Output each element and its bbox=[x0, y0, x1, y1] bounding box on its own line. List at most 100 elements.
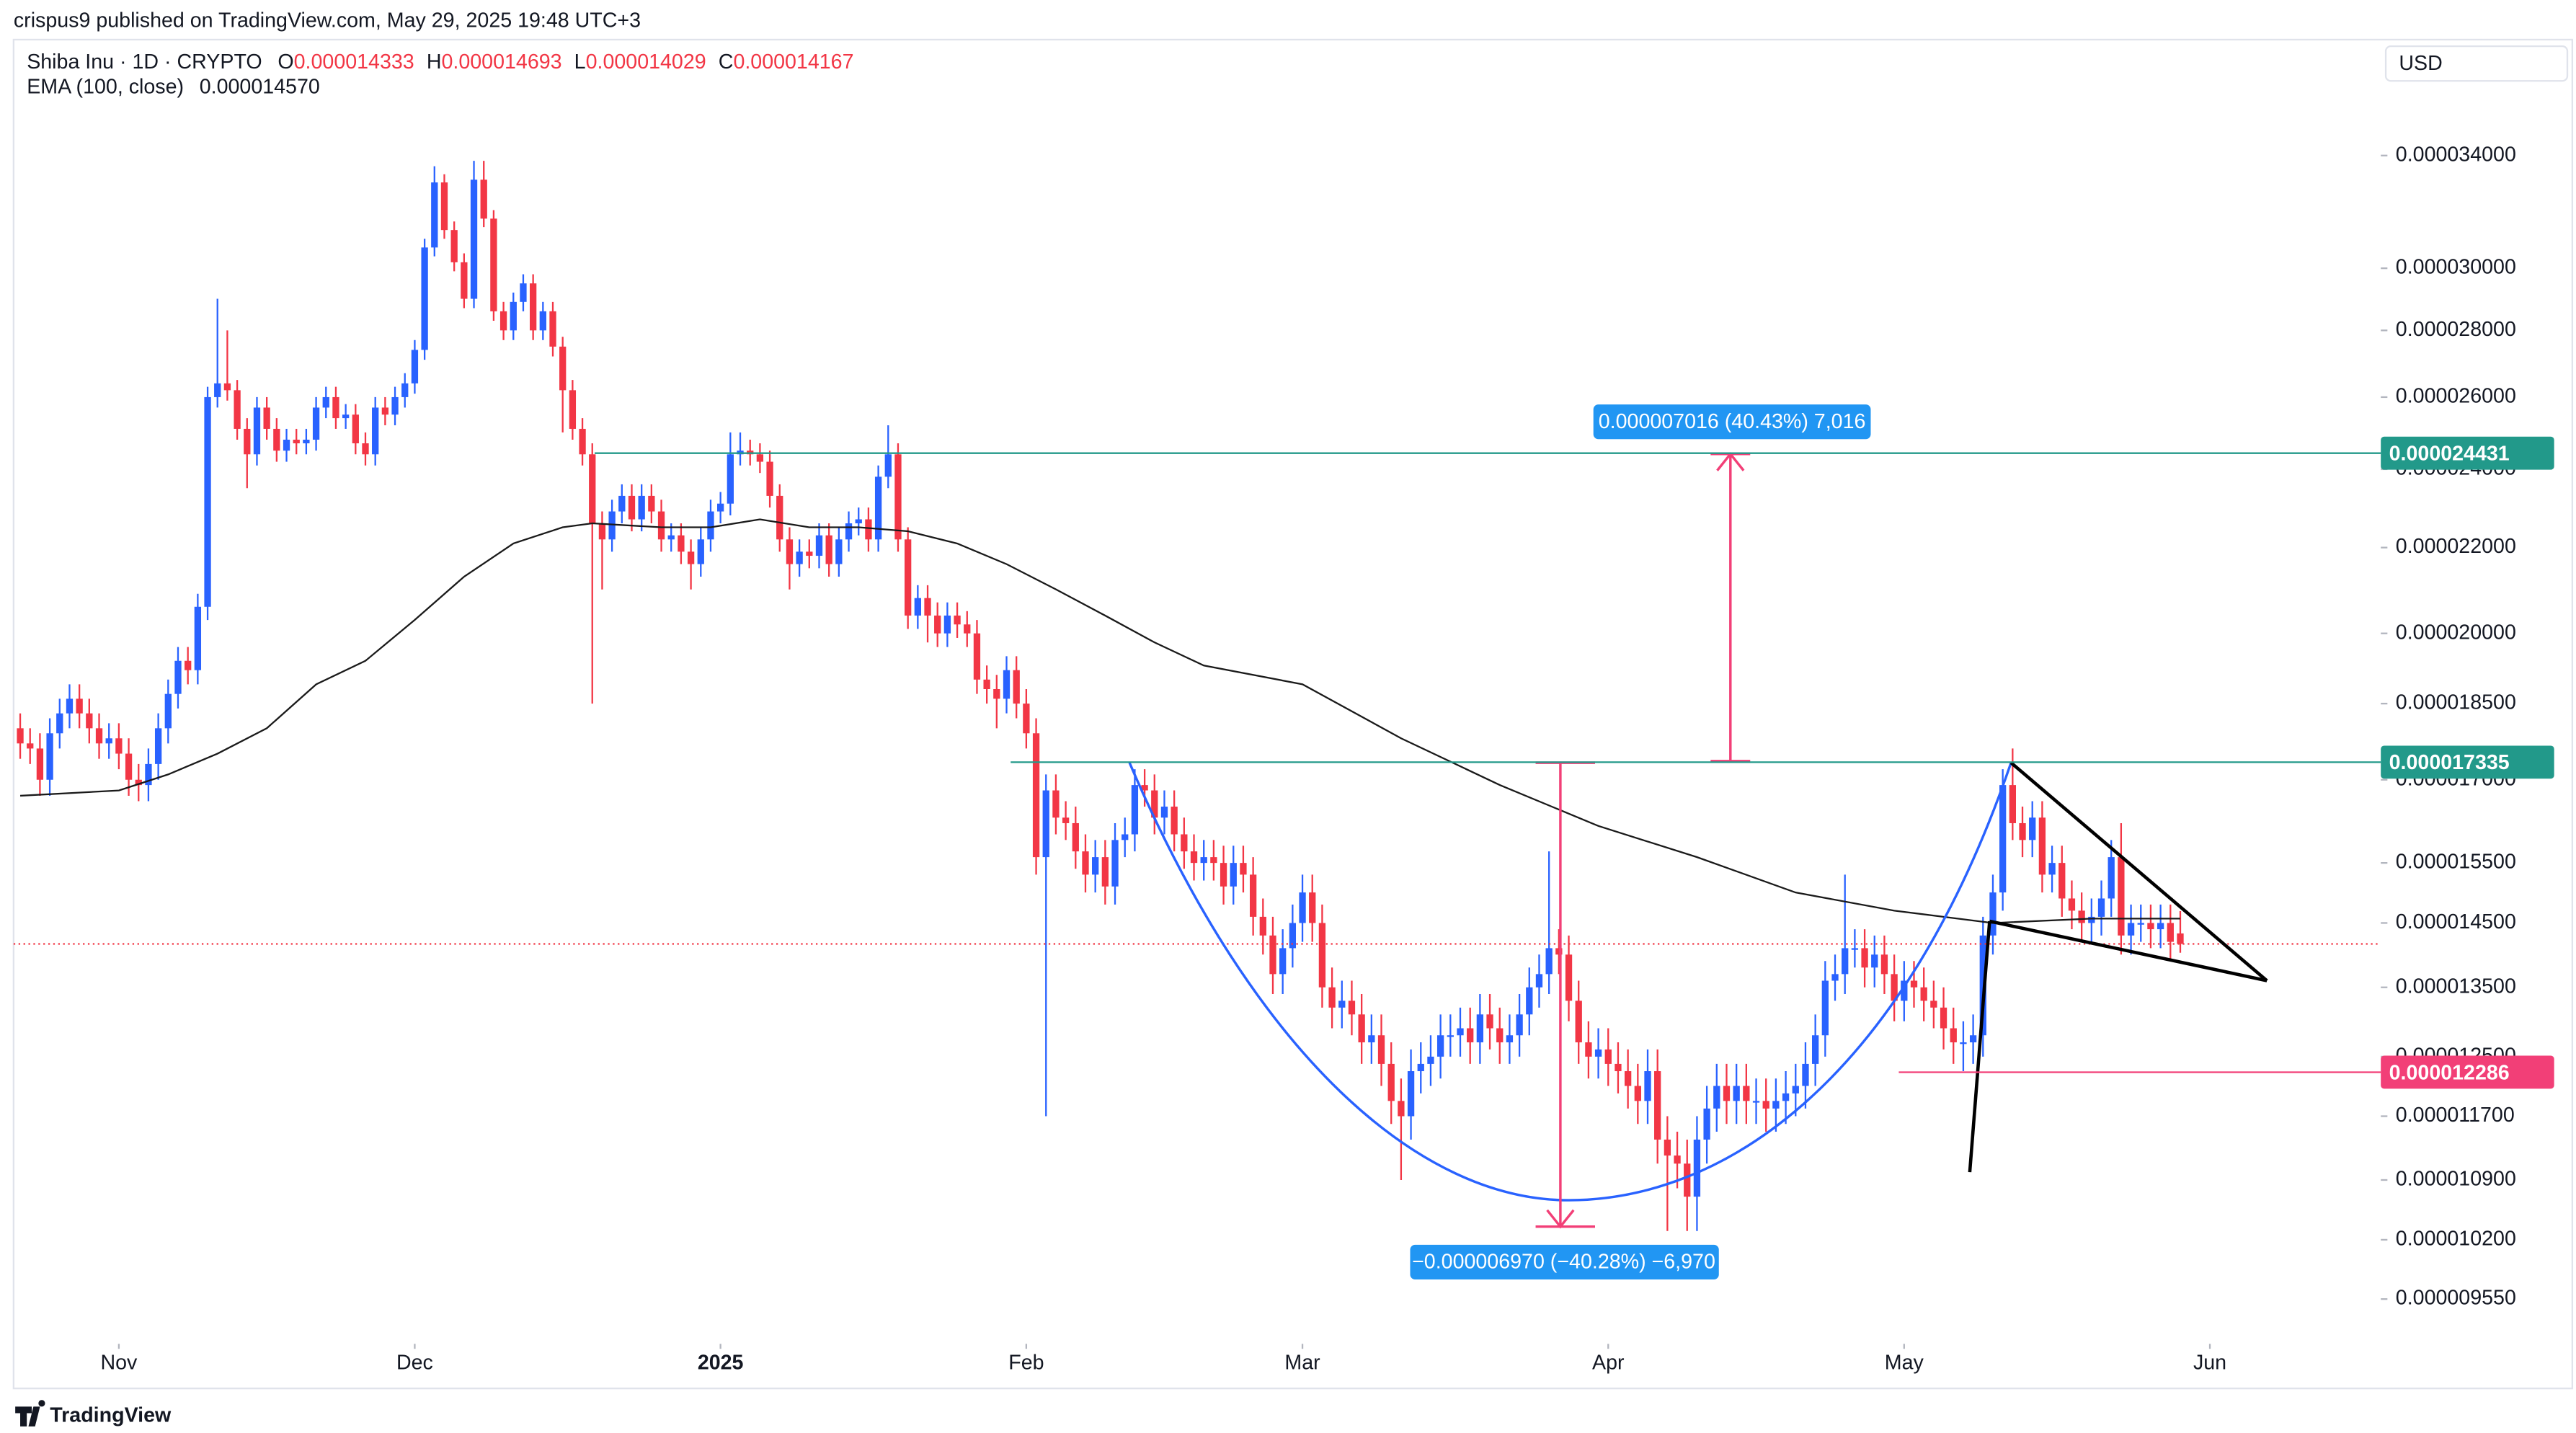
candle-body bbox=[1891, 974, 1898, 1001]
candle-body bbox=[46, 733, 53, 780]
candle-body bbox=[1920, 987, 1927, 1001]
measure-arrow bbox=[1716, 452, 1745, 471]
candle-body bbox=[589, 454, 596, 524]
candle-body bbox=[135, 779, 142, 786]
candle-body bbox=[657, 511, 665, 540]
candle-body bbox=[411, 350, 419, 383]
candle-body bbox=[1535, 974, 1543, 988]
currency-label[interactable]: USD bbox=[2399, 52, 2442, 75]
x-tick-label: Nov bbox=[100, 1351, 138, 1374]
candle-body bbox=[1457, 1028, 1464, 1036]
candle-body bbox=[1910, 980, 1918, 988]
candle-body bbox=[362, 443, 369, 455]
candle-body bbox=[2147, 923, 2154, 930]
candle-body bbox=[2009, 785, 2016, 823]
candle-body bbox=[352, 414, 359, 444]
candle-body bbox=[1407, 1071, 1415, 1117]
candle-body bbox=[66, 698, 74, 714]
candle-body bbox=[1723, 1086, 1731, 1101]
candle-body bbox=[1969, 1035, 1977, 1043]
candle-body bbox=[185, 660, 192, 670]
level-label-box bbox=[2381, 436, 2554, 470]
candle-body bbox=[1585, 1042, 1592, 1057]
ohlc-key: O bbox=[277, 50, 293, 74]
candle-body bbox=[1555, 948, 1563, 955]
candle-body bbox=[234, 390, 241, 429]
ohlc-key: H bbox=[427, 50, 442, 74]
candle-body bbox=[874, 476, 882, 540]
candle-body bbox=[2097, 898, 2105, 917]
candle-body bbox=[1377, 1035, 1385, 1064]
x-tick-label: May bbox=[1885, 1351, 1924, 1374]
measure-label: 0.000007016 (40.43%) 7,016 bbox=[1599, 410, 1866, 433]
panel-border bbox=[12, 38, 2574, 1390]
candle-body bbox=[1101, 857, 1109, 887]
level-label: 0.000017335 bbox=[2389, 751, 2510, 774]
candle-body bbox=[1880, 954, 1888, 975]
candle-body bbox=[1713, 1086, 1720, 1109]
candle-body bbox=[687, 551, 695, 564]
candle-body bbox=[697, 539, 704, 564]
candle-body bbox=[1309, 892, 1316, 923]
candle-body bbox=[786, 539, 794, 564]
candle-body bbox=[2048, 863, 2056, 875]
candle-body bbox=[174, 660, 182, 694]
candle-body bbox=[1684, 1163, 1691, 1197]
candle-body bbox=[865, 519, 872, 540]
candle-body bbox=[293, 439, 300, 444]
candle-body bbox=[1486, 1014, 1493, 1029]
candle-body bbox=[1743, 1086, 1750, 1101]
candle-body bbox=[322, 396, 329, 408]
ohlc-value: 0.000014167 bbox=[733, 50, 853, 74]
candle-body bbox=[549, 311, 556, 347]
ema-line bbox=[19, 518, 2180, 924]
candle-body bbox=[1831, 974, 1839, 981]
candle-body bbox=[1259, 916, 1266, 936]
y-tick-label: 0.000022000 bbox=[2396, 535, 2516, 558]
candle-body bbox=[1664, 1139, 1671, 1156]
candle-body bbox=[678, 535, 685, 552]
x-tick-label: Feb bbox=[1008, 1351, 1044, 1374]
candle-body bbox=[1634, 1086, 1641, 1101]
brand-name: TradingView bbox=[50, 1404, 172, 1427]
candle-body bbox=[2137, 923, 2144, 925]
candle-body bbox=[1151, 790, 1158, 818]
candle-body bbox=[1516, 1014, 1523, 1036]
y-tick-label: 0.000015500 bbox=[2396, 851, 2516, 874]
candle-body bbox=[1289, 923, 1297, 949]
candle-body bbox=[1565, 954, 1573, 1001]
candle-body bbox=[776, 495, 783, 540]
candle-body bbox=[1171, 807, 1178, 835]
candle-body bbox=[391, 396, 399, 415]
candle-body bbox=[1447, 1035, 1454, 1037]
currency-box[interactable] bbox=[2384, 45, 2569, 82]
candle-body bbox=[2177, 933, 2184, 944]
y-tick-label: 0.000014500 bbox=[2396, 910, 2516, 933]
candle-body bbox=[1733, 1086, 1740, 1101]
candle-body bbox=[993, 689, 1000, 699]
candle-body bbox=[539, 311, 546, 331]
y-tick-label: 0.000026000 bbox=[2396, 384, 2516, 407]
candle-body bbox=[145, 763, 152, 786]
candle-body bbox=[835, 539, 843, 564]
candle-body bbox=[194, 606, 202, 670]
candle-body bbox=[1506, 1035, 1514, 1043]
indicator-line: EMA (100, close) 0.000014570 bbox=[27, 75, 320, 98]
candle-body bbox=[2127, 923, 2135, 936]
candle-body bbox=[1052, 790, 1060, 818]
candle-body bbox=[332, 396, 339, 419]
candle-body bbox=[470, 179, 478, 299]
measure-arrow bbox=[1546, 1209, 1575, 1229]
candle-body bbox=[1594, 1049, 1602, 1057]
x-tick-label: Apr bbox=[1592, 1351, 1625, 1374]
candle-body bbox=[608, 511, 616, 540]
measure-label-box bbox=[1593, 404, 1871, 440]
candle-body bbox=[1181, 834, 1188, 852]
candle-body bbox=[17, 728, 24, 744]
measure-label-box bbox=[1410, 1244, 1719, 1279]
candle-body bbox=[894, 454, 902, 540]
candle-body bbox=[86, 713, 93, 729]
candle-body bbox=[2167, 923, 2174, 942]
candle-body bbox=[716, 503, 724, 512]
publisher-line: crispus9 published on TradingView.com, M… bbox=[14, 9, 641, 32]
